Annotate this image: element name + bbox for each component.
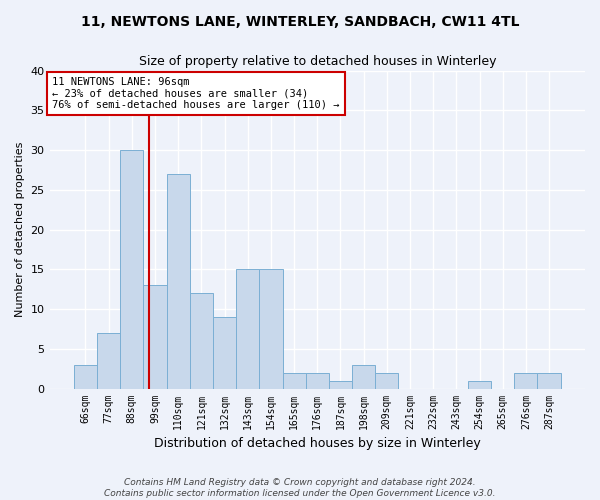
Bar: [329, 380, 352, 388]
Bar: [538, 372, 560, 388]
Bar: [97, 333, 120, 388]
Bar: [352, 364, 375, 388]
Title: Size of property relative to detached houses in Winterley: Size of property relative to detached ho…: [139, 55, 496, 68]
Bar: [283, 372, 305, 388]
Bar: [305, 372, 329, 388]
Text: Contains HM Land Registry data © Crown copyright and database right 2024.
Contai: Contains HM Land Registry data © Crown c…: [104, 478, 496, 498]
Bar: [213, 317, 236, 388]
Bar: [74, 364, 97, 388]
Bar: [259, 270, 283, 388]
Bar: [167, 174, 190, 388]
Text: 11 NEWTONS LANE: 96sqm
← 23% of detached houses are smaller (34)
76% of semi-det: 11 NEWTONS LANE: 96sqm ← 23% of detached…: [52, 77, 340, 110]
Bar: [514, 372, 538, 388]
X-axis label: Distribution of detached houses by size in Winterley: Distribution of detached houses by size …: [154, 437, 481, 450]
Bar: [143, 285, 167, 389]
Bar: [120, 150, 143, 388]
Bar: [236, 270, 259, 388]
Y-axis label: Number of detached properties: Number of detached properties: [15, 142, 25, 317]
Text: 11, NEWTONS LANE, WINTERLEY, SANDBACH, CW11 4TL: 11, NEWTONS LANE, WINTERLEY, SANDBACH, C…: [81, 15, 519, 29]
Bar: [375, 372, 398, 388]
Bar: [190, 293, 213, 388]
Bar: [468, 380, 491, 388]
